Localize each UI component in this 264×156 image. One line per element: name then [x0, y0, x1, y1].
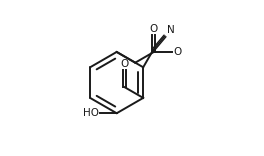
Text: N: N — [167, 25, 175, 35]
Text: HO: HO — [83, 108, 98, 118]
Text: O: O — [120, 59, 129, 69]
Text: O: O — [150, 24, 158, 34]
Text: O: O — [173, 47, 182, 57]
